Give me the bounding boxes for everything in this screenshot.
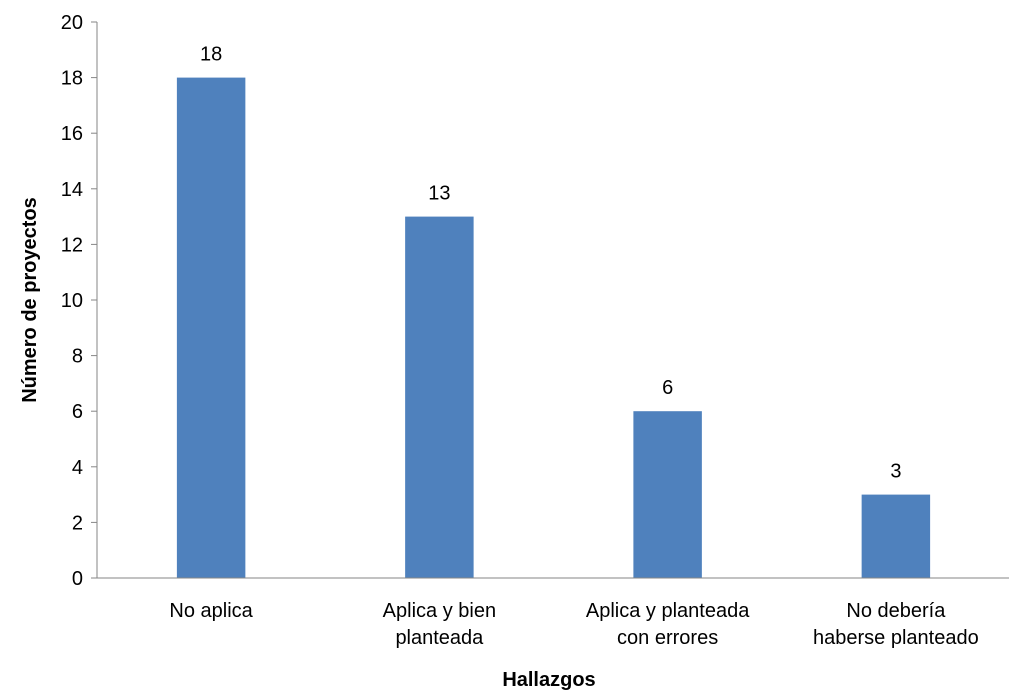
data-label: 18 — [200, 44, 222, 66]
x-tick-label: No debería — [846, 600, 946, 622]
y-tick-label: 18 — [61, 68, 83, 90]
x-axis-category-labels: No aplica Aplica y bien planteada Aplica y … — [169, 600, 978, 649]
y-tick-label: 6 — [72, 401, 83, 423]
y-tick-label: 8 — [72, 346, 83, 368]
bar — [176, 77, 246, 578]
data-labels: 18 13 6 3 — [200, 44, 901, 483]
bars — [176, 77, 931, 578]
x-tick-label: planteada — [395, 627, 484, 649]
x-tick-label: Aplica y bien — [383, 600, 496, 622]
y-tick-label: 20 — [61, 12, 83, 34]
bar — [405, 216, 474, 578]
data-label: 3 — [890, 461, 901, 483]
y-tick-label: 12 — [61, 234, 83, 256]
y-axis-title: Número de proyectos — [19, 197, 41, 403]
y-tick-label: 2 — [72, 512, 83, 534]
x-tick-label: haberse planteado — [813, 627, 979, 649]
x-axis-title: Hallazgos — [502, 669, 595, 691]
x-tick-label: con errores — [617, 627, 718, 649]
y-tick-label: 16 — [61, 123, 83, 145]
y-tick-label: 4 — [72, 457, 83, 479]
y-tick-label: 0 — [72, 568, 83, 590]
bar — [861, 494, 931, 578]
y-tick-label: 10 — [61, 290, 83, 312]
y-axis-ticks: 0 2 4 6 8 10 12 14 16 18 20 — [61, 12, 97, 590]
bar — [633, 411, 702, 578]
data-label: 6 — [662, 377, 673, 399]
data-label: 13 — [428, 183, 450, 205]
x-tick-label: Aplica y planteada — [586, 600, 750, 622]
y-tick-label: 14 — [61, 179, 83, 201]
x-tick-label: No aplica — [169, 600, 253, 622]
